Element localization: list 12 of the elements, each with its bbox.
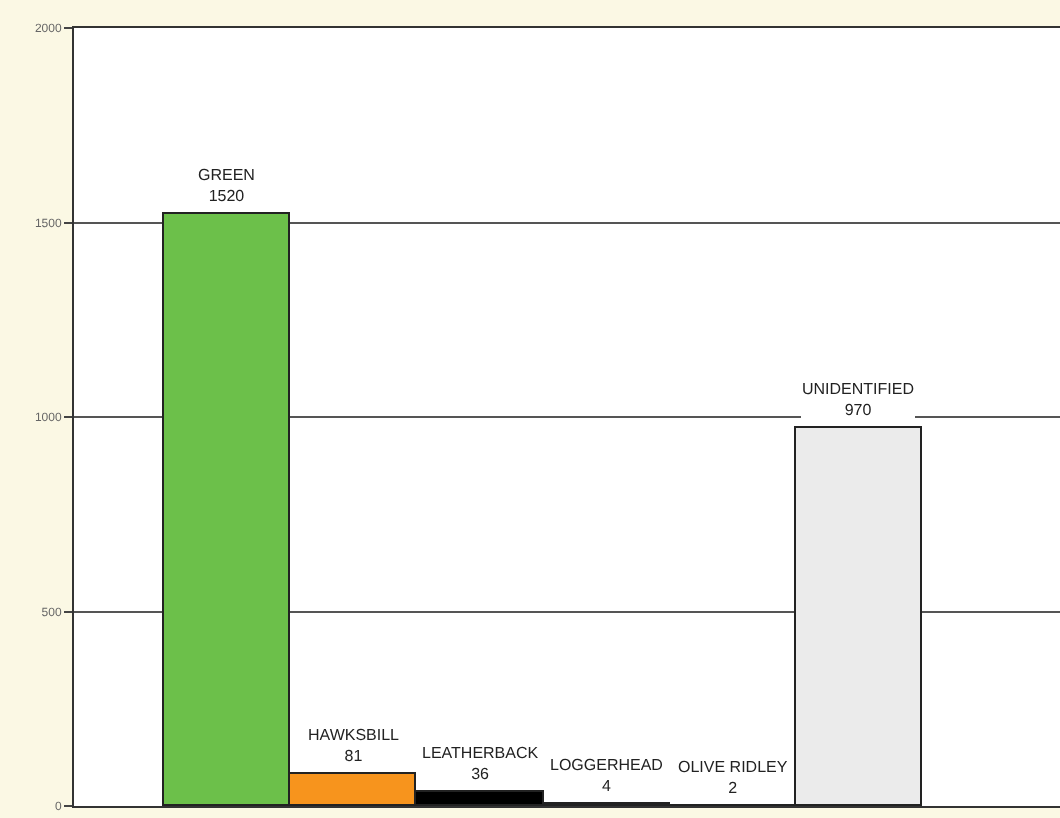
- x-tick-label: OLIVE RIDLEY: [678, 758, 789, 776]
- data-label: 4: [602, 776, 613, 795]
- data-label: 1520: [208, 186, 246, 205]
- data-label: 36: [471, 764, 491, 783]
- data-label: 81: [344, 746, 364, 765]
- x-tick-label: HAWKSBILL: [308, 726, 401, 744]
- data-label: 2: [728, 778, 739, 797]
- data-label: 970: [844, 400, 873, 419]
- x-tick-label: GREEN: [198, 166, 256, 184]
- x-tick-label: LEATHERBACK: [422, 744, 540, 762]
- x-tick-label: LOGGERHEAD: [550, 756, 664, 774]
- x-tick-label: UNIDENTIFIED: [802, 380, 915, 398]
